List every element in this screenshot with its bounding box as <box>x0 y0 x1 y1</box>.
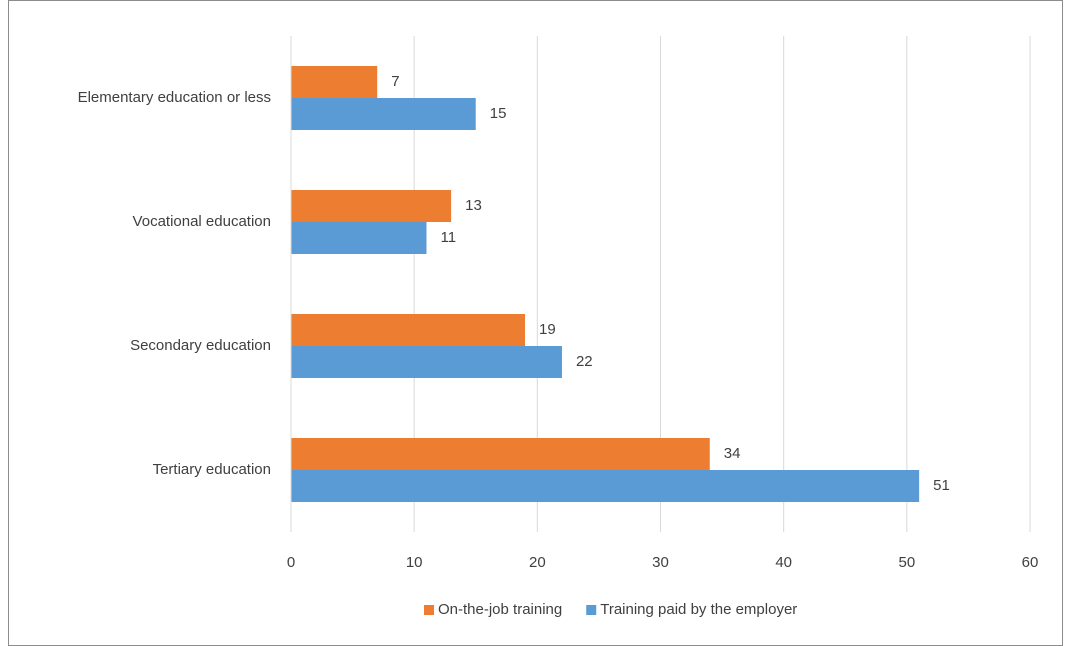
bar <box>291 470 920 502</box>
x-tick-label: 20 <box>529 554 546 571</box>
bar <box>291 190 452 222</box>
bar <box>291 346 562 378</box>
y-tick-label: Tertiary education <box>153 461 271 478</box>
legend-swatch <box>586 605 597 615</box>
x-tick-label: 0 <box>287 554 295 571</box>
y-tick-label: Elementary education or less <box>78 89 271 106</box>
bar <box>291 98 476 130</box>
data-label: 19 <box>539 321 556 338</box>
bar <box>291 222 427 254</box>
y-tick-label: Secondary education <box>130 337 271 354</box>
data-label: 34 <box>724 445 741 462</box>
data-label: 15 <box>490 105 507 122</box>
x-tick-label: 60 <box>1022 554 1039 571</box>
x-tick-label: 50 <box>898 554 915 571</box>
bar <box>291 314 526 346</box>
data-label: 7 <box>391 73 399 90</box>
data-label: 22 <box>576 353 593 370</box>
bar <box>291 438 710 470</box>
x-tick-label: 30 <box>652 554 669 571</box>
x-tick-label: 10 <box>406 554 423 571</box>
legend-label: On-the-job training <box>438 601 562 618</box>
bar <box>291 66 378 98</box>
x-tick-label: 40 <box>775 554 792 571</box>
legend-label: Training paid by the employer <box>600 601 797 618</box>
data-label: 13 <box>465 197 482 214</box>
data-label: 11 <box>440 229 456 246</box>
data-label: 51 <box>933 477 950 494</box>
legend-swatch <box>424 605 434 615</box>
y-tick-label: Vocational education <box>133 213 271 230</box>
